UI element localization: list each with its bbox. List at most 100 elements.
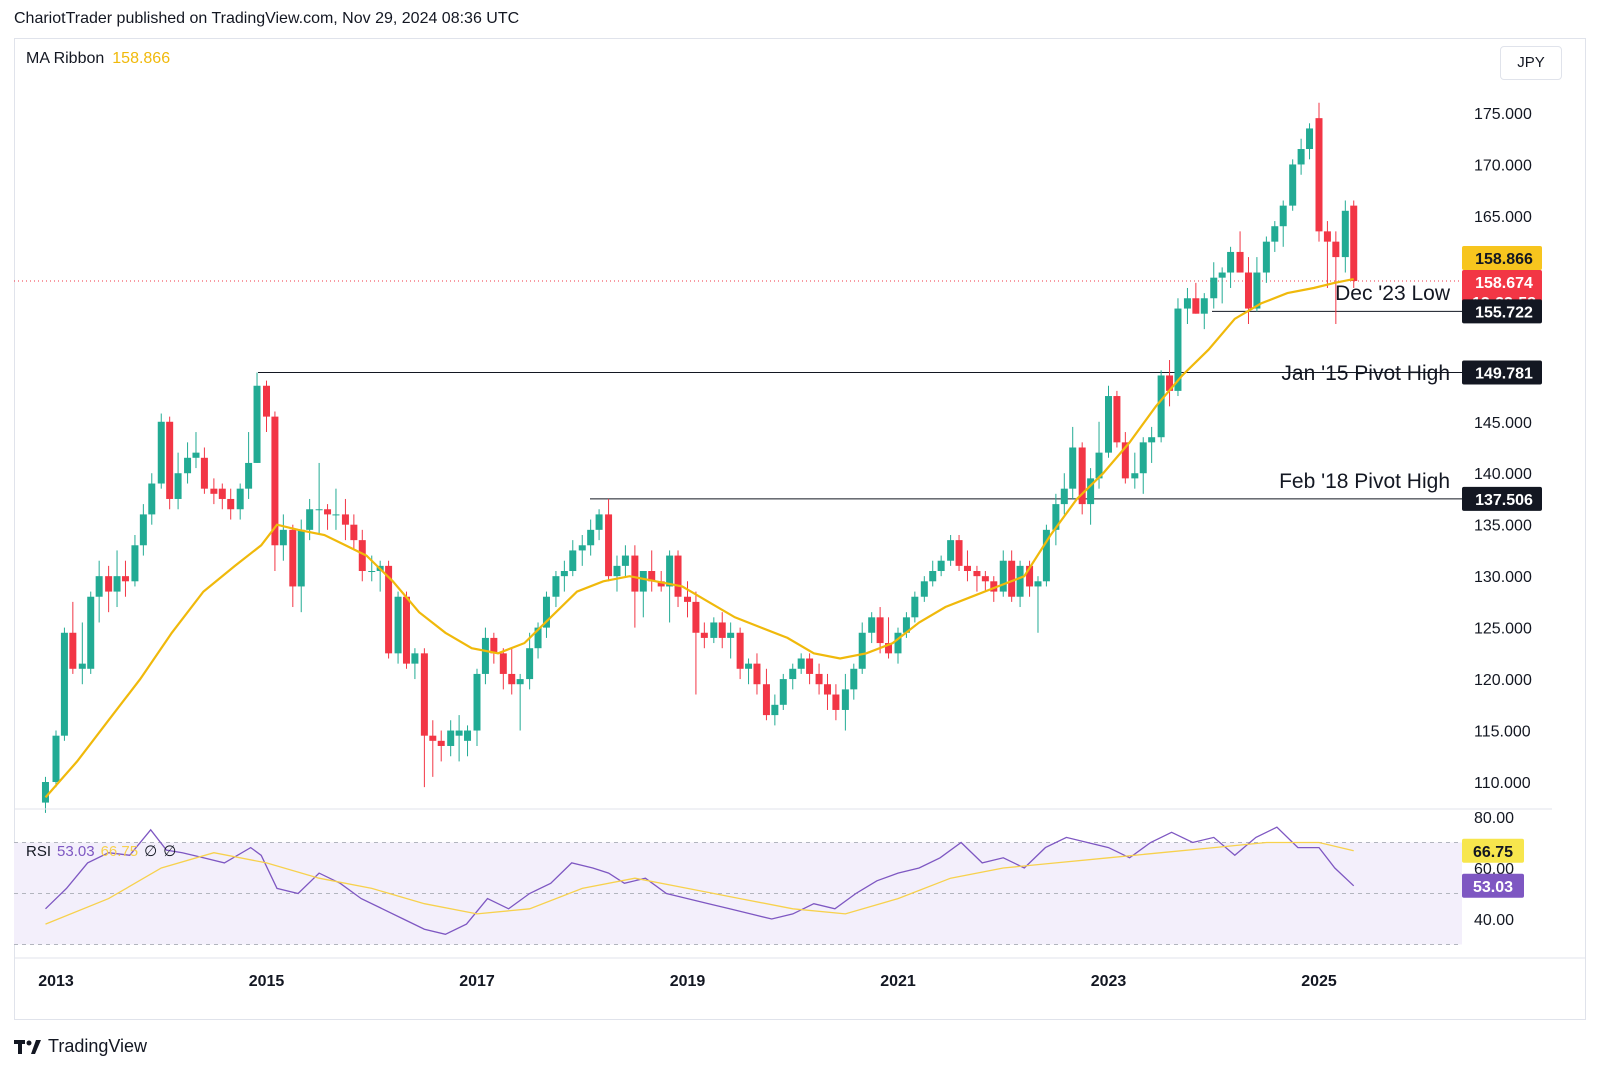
candle-body [1069,447,1077,489]
currency-button[interactable]: JPY [1500,46,1562,80]
candle-body [1139,442,1147,474]
candle-body [481,637,489,674]
candle-body [595,514,603,530]
rsi-tick-label: 60.00 [1474,861,1514,878]
candle-body [341,514,349,525]
candle-body [1244,272,1252,309]
candle-body [937,560,945,572]
candle-body [1026,565,1034,587]
candle-body [639,571,647,592]
price-line-annotation: Jan '15 Pivot High [1281,362,1450,385]
candle-body [955,540,963,566]
candle-body [762,684,770,716]
price-line-badge-bg [1462,360,1542,385]
candle-body [710,622,718,638]
candle-body [648,571,656,582]
candle-body [684,596,691,602]
candle-body [973,571,981,577]
candle-body [779,679,787,705]
candle-body [324,509,332,515]
candle-body [605,514,613,577]
price-line-annotation: Dec '23 Low [1335,282,1451,305]
rsi-ma-value: 66.75 [100,843,139,860]
candle-body [332,514,340,516]
candle-body [526,648,534,680]
candle-body [1052,504,1060,530]
ma-price-badge-bg [1462,246,1542,270]
candle-body [902,617,910,633]
candle-body [885,643,893,654]
candle-body [121,576,129,582]
candle-body [1332,241,1340,258]
time-tick-label: 2013 [38,973,74,990]
candle-body [87,596,95,669]
candle-body [1271,226,1279,242]
price-tick-label: 140.000 [1474,466,1532,483]
candle-body [1323,231,1331,242]
candle-body [1121,442,1129,479]
candle-body [289,529,297,587]
candle-body [1253,272,1261,309]
candle-body [394,596,402,654]
rsi-value: 53.03 [57,843,95,860]
price-tick-label: 115.000 [1474,724,1531,741]
candle-body [542,596,550,628]
candle-body [210,488,218,494]
chart-frame [14,38,1586,1020]
ma-ribbon-value: 158.866 [112,50,171,67]
candle-body [227,498,235,510]
candle-body [253,385,261,463]
candle-body [385,565,393,654]
candle-body [700,632,708,638]
candle-body [560,571,568,577]
price-tick-label: 165.000 [1474,209,1532,226]
rsi-ma-badge-bg [1462,838,1524,863]
candle-body [297,529,305,587]
time-tick-label: 2021 [880,973,916,990]
price-line-badge-bg [1462,299,1542,324]
candle-body [1148,437,1156,443]
candle-body [718,622,726,638]
rsi-legend[interactable]: RSI 53.03 66.75 ∅ ∅ [26,842,176,860]
candle-body [315,509,323,511]
candle-body [508,673,516,685]
candle-body [1192,298,1200,314]
candle-body [411,653,419,664]
tradingview-footer[interactable]: TradingView [14,1036,147,1057]
price-line-badge: 155.722 [1475,304,1533,321]
ma-ribbon-legend[interactable]: MA Ribbon 158.866 [26,50,170,68]
rsi-ma-line [45,841,1354,925]
candle-body [166,421,174,499]
price-line-badge: 137.506 [1475,492,1533,509]
price-tick-label: 120.000 [1474,672,1532,689]
candle-body [184,457,192,474]
candle-body [1297,149,1305,165]
candle-body [1016,565,1024,597]
candle-body [490,637,498,654]
candle-body [95,576,103,597]
candle-body [999,560,1007,592]
candle-body [534,627,542,649]
candle-body [1174,308,1182,391]
candle-body [929,571,937,582]
candle-body [806,658,814,674]
candle-body [753,663,761,685]
candle-body [1034,581,1042,587]
candle-body [1131,473,1139,479]
candle-body [823,684,831,695]
candle-body [402,596,410,664]
candle-body [368,571,376,573]
candle-body [148,483,156,515]
candle-body [797,658,805,669]
rsi-tick-label: 40.00 [1474,912,1514,929]
candle-body [1113,396,1121,443]
time-tick-label: 2017 [459,973,495,990]
candle-body [727,632,735,638]
tradingview-brand: TradingView [48,1036,148,1056]
candle-body [437,740,445,746]
candle-body [587,529,595,546]
candle-body [1157,375,1165,438]
candle-body [1200,298,1208,314]
price-line-badge: 149.781 [1475,366,1533,383]
